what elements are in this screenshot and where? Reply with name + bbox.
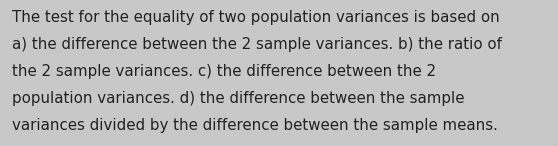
- Text: The test for the equality of two population variances is based on: The test for the equality of two populat…: [12, 10, 500, 25]
- Text: variances divided by the difference between the sample means.: variances divided by the difference betw…: [12, 118, 498, 133]
- Text: population variances. d) the difference between the sample: population variances. d) the difference …: [12, 91, 465, 106]
- Text: a) the difference between the 2 sample variances. b) the ratio of: a) the difference between the 2 sample v…: [12, 37, 502, 52]
- Text: the 2 sample variances. c) the difference between the 2: the 2 sample variances. c) the differenc…: [12, 64, 436, 79]
